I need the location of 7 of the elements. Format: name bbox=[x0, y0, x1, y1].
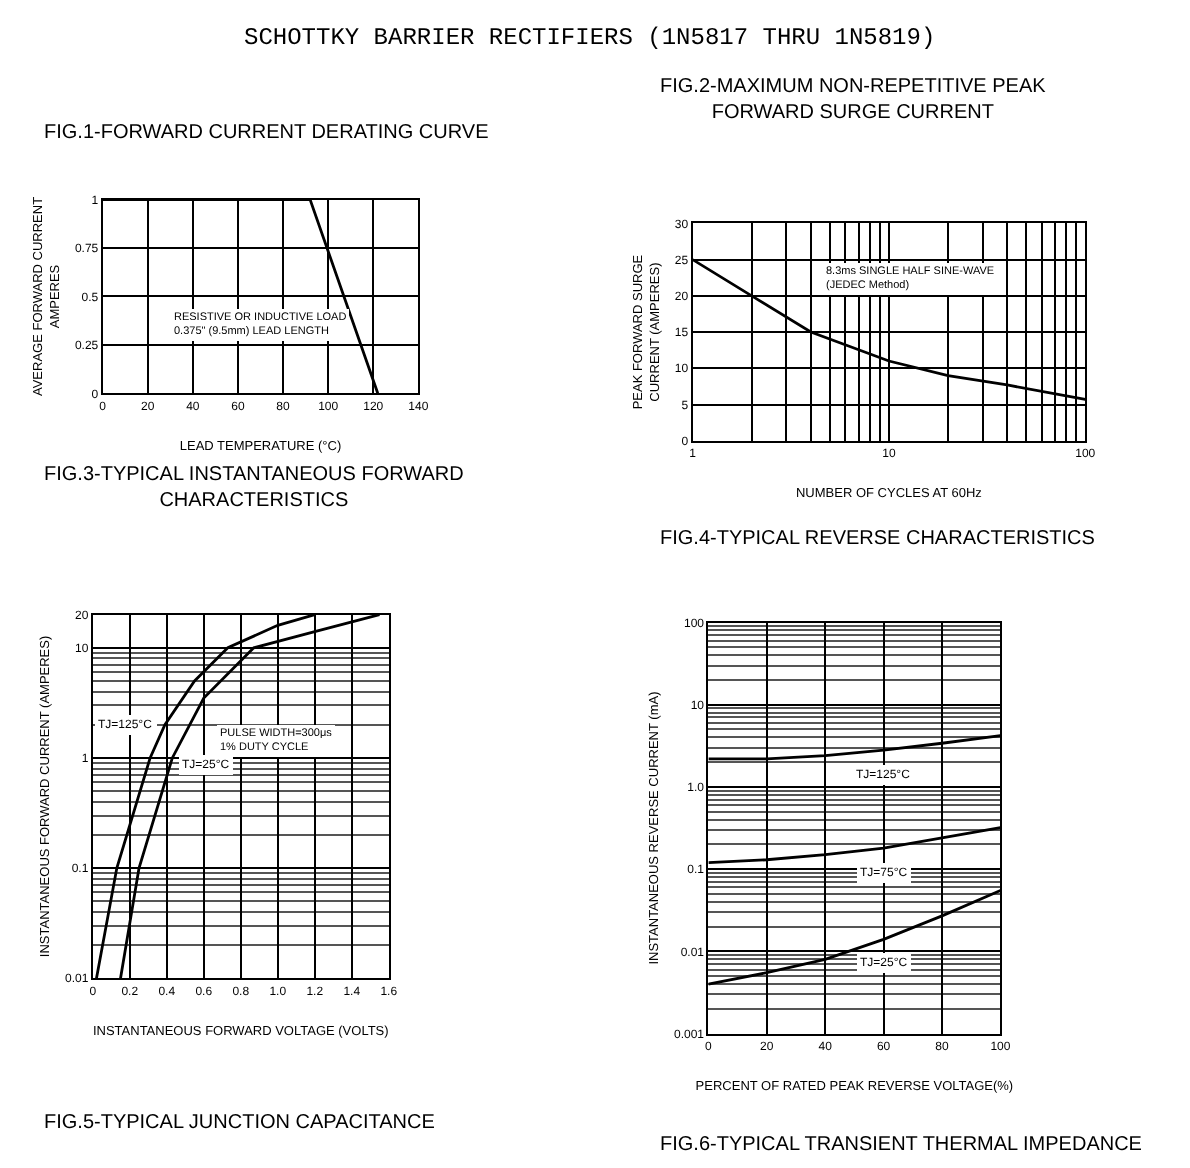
chart-title: FIG.3-TYPICAL INSTANTANEOUS FORWARD CHARACTERISTICS bbox=[44, 464, 464, 512]
text: FIG.6-TYPICAL TRANSIENT THERMAL IMPEDANCE bbox=[660, 1134, 1143, 1156]
chart-title: FIG.2-MAXIMUM NON-REPETITIVE PEAK FORWARD SURGE CURRENT bbox=[660, 76, 1047, 124]
text: SCHOTTKY BARRIER RECTIFIERS (1N5817 THRU 1N5819) bbox=[244, 24, 936, 52]
text: FIG.5-TYPICAL JUNCTION CAPACITANCE bbox=[44, 1112, 436, 1134]
chart-title: FIG.1-FORWARD CURRENT DERATING CURVE bbox=[44, 122, 490, 144]
chart-title: FIG.4-TYPICAL REVERSE CHARACTERISTICS bbox=[660, 528, 1096, 550]
